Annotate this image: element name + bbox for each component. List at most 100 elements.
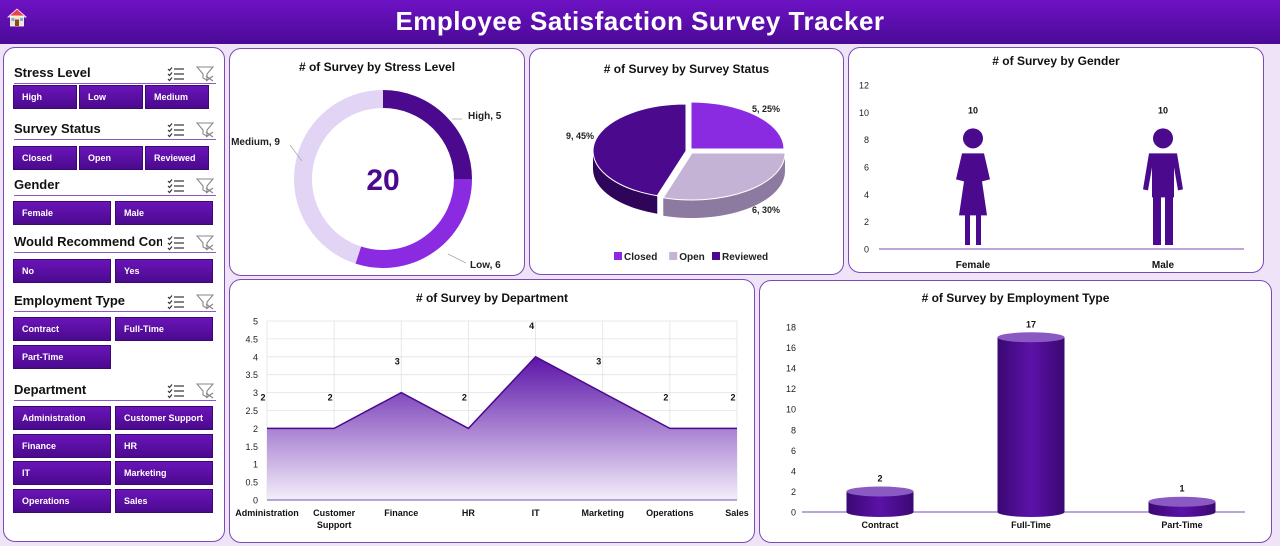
y-tick-label: 0.5 bbox=[245, 478, 258, 488]
slicer-button-marketing[interactable]: Marketing bbox=[115, 461, 213, 485]
slicer-title-survey-status: Survey Status bbox=[14, 121, 101, 136]
page-title: Employee Satisfaction Survey Tracker bbox=[395, 6, 885, 36]
gender-chart-title: # of Survey by Gender bbox=[992, 54, 1120, 68]
slicer-button-low[interactable]: Low bbox=[79, 85, 143, 109]
slicer-divider bbox=[14, 311, 216, 312]
data-label-male: 10 bbox=[1158, 105, 1168, 115]
x-tick-label-finance: Finance bbox=[384, 508, 418, 518]
gender-chart: 0 2 4 6 8 10 12 10 Female 10 Male bbox=[859, 81, 1244, 271]
multi-select-icon[interactable] bbox=[167, 235, 185, 251]
y-tick-label: 12 bbox=[859, 81, 869, 91]
slicer-title-employment-type: Employment Type bbox=[14, 293, 126, 308]
slicer-button-closed[interactable]: Closed bbox=[13, 146, 77, 170]
slicer-button-customer-support[interactable]: Customer Support bbox=[115, 406, 213, 430]
female-figure-icon bbox=[956, 128, 990, 245]
slicer-button-contract[interactable]: Contract bbox=[13, 317, 111, 341]
slicer-divider bbox=[14, 83, 216, 84]
slicer-button-finance[interactable]: Finance bbox=[13, 433, 111, 458]
y-tick-label: 5 bbox=[253, 317, 258, 327]
y-tick-label: 0 bbox=[253, 496, 258, 506]
donut-center-total: 20 bbox=[366, 164, 399, 197]
multi-select-icon[interactable] bbox=[167, 294, 185, 310]
data-label-high: High, 5 bbox=[468, 111, 502, 122]
home-icon[interactable] bbox=[6, 6, 28, 28]
y-tick-label: 1 bbox=[253, 460, 258, 470]
legend-swatch-reviewed bbox=[712, 252, 720, 260]
figure-leg bbox=[1153, 195, 1161, 245]
slicer-title-would-recommend-com: Would Recommend Com... bbox=[14, 234, 162, 249]
multi-select-icon[interactable] bbox=[167, 383, 185, 399]
slicer-button-hr[interactable]: HR bbox=[115, 433, 213, 458]
slicer-button-female[interactable]: Female bbox=[13, 201, 111, 225]
clear-filter-icon[interactable] bbox=[195, 294, 215, 310]
pie-label-open: 6, 30% bbox=[752, 205, 780, 215]
x-tick-label-full-time: Full-Time bbox=[1011, 520, 1051, 530]
slicer-divider bbox=[14, 195, 216, 196]
data-label-medium: Medium, 9 bbox=[231, 137, 280, 148]
multi-select-icon[interactable] bbox=[167, 122, 185, 138]
y-tick-label: 3.5 bbox=[245, 370, 258, 380]
donut-slice-low bbox=[355, 178, 472, 268]
y-tick-label: 16 bbox=[786, 343, 796, 353]
y-tick-label: 10 bbox=[859, 108, 869, 118]
slicer-title-department: Department bbox=[14, 382, 87, 397]
x-tick-label-customer-support: Customer bbox=[313, 508, 356, 518]
slicer-button-it[interactable]: IT bbox=[13, 461, 111, 485]
header-bar: Employee Satisfaction Survey Tracker bbox=[0, 0, 1280, 44]
clear-filter-icon[interactable] bbox=[195, 66, 215, 82]
slicer-button-operations[interactable]: Operations bbox=[13, 488, 111, 513]
slicer-button-open[interactable]: Open bbox=[79, 146, 143, 170]
clear-filter-icon[interactable] bbox=[195, 178, 215, 194]
slicer-button-yes[interactable]: Yes bbox=[115, 259, 213, 283]
pie-label-closed: 5, 25% bbox=[752, 104, 780, 114]
data-label: 2 bbox=[328, 392, 333, 402]
slicer-title-stress-level: Stress Level bbox=[14, 65, 91, 80]
slicer-button-part-time[interactable]: Part-Time bbox=[13, 344, 111, 369]
slicer-button-full-time[interactable]: Full-Time bbox=[115, 317, 213, 341]
clear-filter-icon[interactable] bbox=[195, 383, 215, 399]
slicer-button-high[interactable]: High bbox=[13, 85, 77, 109]
pie-slice-reviewed bbox=[592, 103, 687, 197]
x-tick-label-male: Male bbox=[1152, 260, 1175, 271]
data-label: 2 bbox=[730, 392, 735, 402]
status-chart-title: # of Survey by Survey Status bbox=[603, 62, 770, 76]
area-line bbox=[267, 355, 737, 430]
clear-filter-icon[interactable] bbox=[195, 235, 215, 251]
x-tick-label-sales: Sales bbox=[725, 508, 749, 518]
x-tick-label-hr: HR bbox=[462, 508, 475, 518]
y-tick-label: 2.5 bbox=[245, 406, 258, 416]
data-label: 3 bbox=[395, 357, 400, 367]
y-tick-label: 3 bbox=[253, 388, 258, 398]
figure-body bbox=[1143, 153, 1183, 198]
department-chart-card: # of Survey by Department 0 0.5 1 1.5 2 2.5 3 3… bbox=[229, 279, 755, 543]
y-tick-label: 18 bbox=[786, 323, 796, 333]
slicer-button-administration[interactable]: Administration bbox=[13, 406, 111, 430]
gender-chart-card: # of Survey by Gender 0 2 4 6 8 10 12 10 Female 1… bbox=[848, 47, 1264, 273]
employment-chart-title: # of Survey by Employment Type bbox=[921, 291, 1110, 305]
figure-head bbox=[963, 128, 983, 149]
slicer-button-sales[interactable]: Sales bbox=[115, 488, 213, 513]
data-label-low: Low, 6 bbox=[470, 260, 501, 271]
data-label-contract: 2 bbox=[877, 473, 882, 483]
multi-select-icon[interactable] bbox=[167, 66, 185, 82]
multi-select-icon[interactable] bbox=[167, 178, 185, 194]
slicer-button-no[interactable]: No bbox=[13, 259, 111, 283]
data-label: 4 bbox=[529, 321, 534, 331]
y-tick-label: 2 bbox=[253, 424, 258, 434]
pie-slice-closed bbox=[690, 101, 785, 150]
legend-label-closed: Closed bbox=[624, 252, 657, 263]
donut-slice-high bbox=[382, 90, 472, 180]
pie-label-reviewed: 9, 45% bbox=[566, 131, 594, 141]
pie-slice-open bbox=[662, 152, 786, 201]
legend-label-open: Open bbox=[679, 252, 705, 263]
clear-filter-icon[interactable] bbox=[195, 122, 215, 138]
y-tick-label: 4.5 bbox=[245, 334, 258, 344]
stress-chart-title: # of Survey by Stress Level bbox=[298, 60, 456, 74]
slicer-button-reviewed[interactable]: Reviewed bbox=[145, 146, 209, 170]
slicer-button-male[interactable]: Male bbox=[115, 201, 213, 225]
pie-side-open bbox=[663, 153, 785, 218]
data-label-female: 10 bbox=[968, 105, 978, 115]
legend-swatch-closed bbox=[614, 252, 622, 260]
slicer-divider bbox=[14, 252, 216, 253]
slicer-button-medium[interactable]: Medium bbox=[145, 85, 209, 109]
